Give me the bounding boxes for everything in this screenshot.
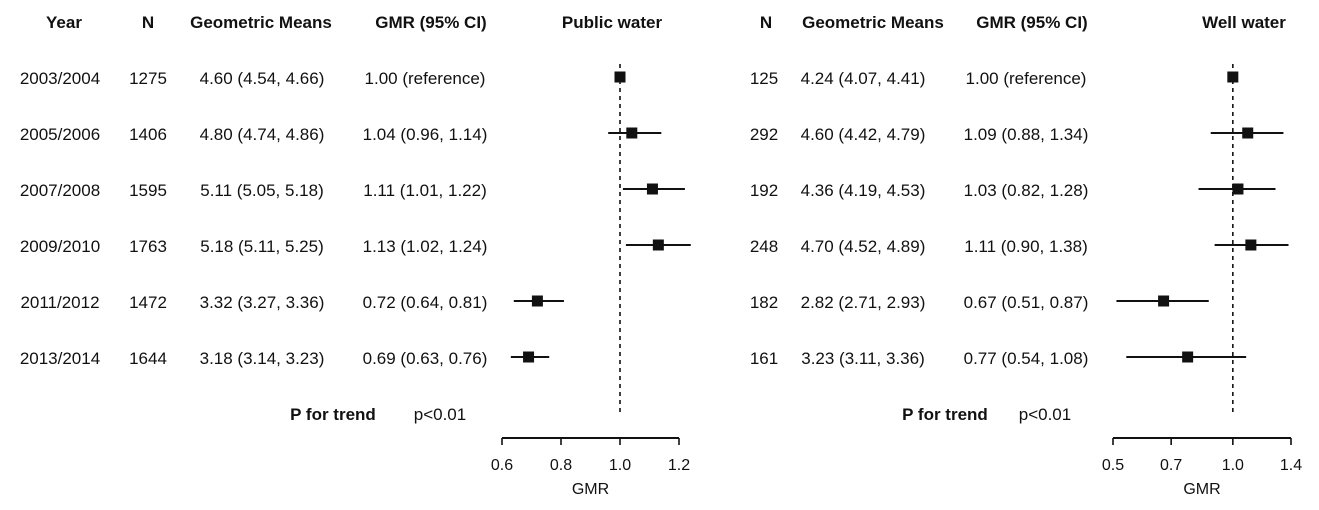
year-label: 2003/2004 (20, 69, 100, 88)
well-forest-plot: 0.5 0.7 1.0 1.4 GMR (1102, 64, 1302, 498)
well-x-axis-label: GMR (1183, 481, 1220, 498)
public-n: 1472 (129, 293, 167, 312)
well-point-estimate (1182, 351, 1194, 363)
public-tick-label: 0.8 (550, 457, 572, 474)
public-trend-value: p<0.01 (414, 405, 466, 424)
public-gmr: 0.72 (0.64, 0.81) (363, 293, 488, 312)
public-point-estimate (614, 71, 626, 83)
well-gmr: 1.03 (0.82, 1.28) (964, 181, 1089, 200)
public-geomean: 3.18 (3.14, 3.23) (200, 349, 325, 368)
well-n: 248 (750, 237, 778, 256)
public-point-estimate (523, 351, 535, 363)
public-point-estimate (531, 295, 543, 307)
header-gmr-well: GMR (95% CI) (976, 13, 1087, 32)
public-gmr: 0.69 (0.63, 0.76) (363, 349, 488, 368)
year-label: 2009/2010 (20, 237, 100, 256)
well-gmr: 1.00 (reference) (966, 69, 1087, 88)
well-gmr: 0.77 (0.54, 1.08) (964, 349, 1089, 368)
well-tick-label: 1.0 (1222, 457, 1244, 474)
well-point-estimate (1245, 239, 1257, 251)
public-point-estimate (646, 183, 658, 195)
public-n: 1275 (129, 69, 167, 88)
public-gmr: 1.11 (1.01, 1.22) (363, 181, 487, 200)
public-geomean: 5.18 (5.11, 5.25) (200, 237, 324, 256)
public-trend-label: P for trend (290, 405, 376, 424)
header-geomeans-well: Geometric Means (802, 13, 944, 32)
public-gmr: 1.04 (0.96, 1.14) (363, 125, 488, 144)
public-geomean: 4.80 (4.74, 4.86) (200, 125, 325, 144)
public-n: 1644 (129, 349, 167, 368)
well-geomean: 4.36 (4.19, 4.53) (801, 181, 926, 200)
well-n: 161 (750, 349, 778, 368)
well-table: 125 292 192 248 182 161 4.24 (4.07, 4.41… (750, 69, 1089, 424)
well-gmr: 1.09 (0.88, 1.34) (964, 125, 1089, 144)
public-geomean: 4.60 (4.54, 4.66) (200, 69, 325, 88)
well-tick-label: 1.4 (1280, 457, 1302, 474)
year-label: 2013/2014 (20, 349, 100, 368)
well-point-estimate (1232, 183, 1244, 195)
well-geomean: 2.82 (2.71, 2.93) (801, 293, 926, 312)
public-geomean: 3.32 (3.27, 3.36) (200, 293, 325, 312)
public-gmr: 1.13 (1.02, 1.24) (363, 237, 488, 256)
public-tick-label: 0.6 (491, 457, 513, 474)
public-tick-label: 1.2 (668, 457, 690, 474)
well-point-estimate (1158, 295, 1170, 307)
well-gmr: 0.67 (0.51, 0.87) (964, 293, 1089, 312)
well-n: 182 (750, 293, 778, 312)
public-forest-plot: 0.6 0.8 1.0 1.2 GMR (491, 64, 691, 498)
public-gmr: 1.00 (reference) (365, 69, 486, 88)
header-gmr-public: GMR (95% CI) (375, 13, 486, 32)
well-trend-label: P for trend (902, 405, 988, 424)
year-label: 2005/2006 (20, 125, 100, 144)
well-gmr: 1.11 (0.90, 1.38) (964, 237, 1088, 256)
well-n: 125 (750, 69, 778, 88)
public-table: 2003/2004 2005/2006 2007/2008 2009/2010 … (20, 69, 488, 424)
header-n-public: N (142, 13, 154, 32)
well-tick-label: 0.7 (1160, 457, 1182, 474)
public-point-estimate (652, 239, 664, 251)
well-geomean: 4.70 (4.52, 4.89) (801, 237, 926, 256)
well-n: 292 (750, 125, 778, 144)
well-trend-value: p<0.01 (1019, 405, 1071, 424)
title-public-water: Public water (562, 13, 663, 32)
public-n: 1595 (129, 181, 167, 200)
title-well-water: Well water (1202, 13, 1286, 32)
year-label: 2007/2008 (20, 181, 100, 200)
well-geomean: 4.60 (4.42, 4.79) (801, 125, 926, 144)
year-label: 2011/2012 (20, 293, 99, 312)
well-tick-label: 0.5 (1102, 457, 1124, 474)
header-year: Year (46, 13, 82, 32)
well-geomean: 4.24 (4.07, 4.41) (801, 69, 926, 88)
header-geomeans-public: Geometric Means (190, 13, 332, 32)
well-n: 192 (750, 181, 778, 200)
well-point-estimate (1242, 127, 1254, 139)
public-tick-label: 1.0 (609, 457, 631, 474)
header-n-well: N (760, 13, 772, 32)
public-geomean: 5.11 (5.05, 5.18) (200, 181, 324, 200)
public-n: 1763 (129, 237, 167, 256)
public-x-axis-label: GMR (572, 481, 609, 498)
well-geomean: 3.23 (3.11, 3.36) (801, 349, 925, 368)
public-point-estimate (626, 127, 638, 139)
public-n: 1406 (129, 125, 167, 144)
well-point-estimate (1227, 71, 1239, 83)
